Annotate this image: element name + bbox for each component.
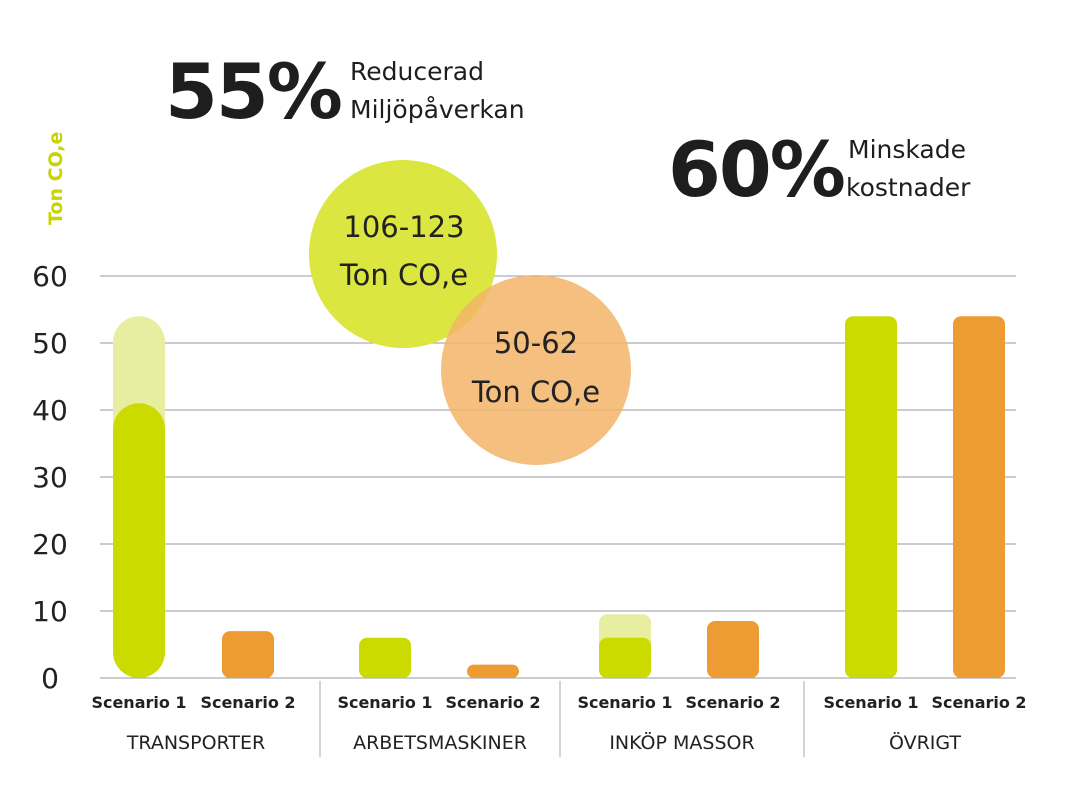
- y-tick-50: 50: [32, 327, 68, 360]
- scenario-label-ink-p-massor-1: Scenario 1: [577, 693, 672, 712]
- stat-cost-value: 60%: [668, 125, 844, 214]
- stat-reduction-value: 55%: [165, 47, 341, 136]
- scenario-label--vrigt-1: Scenario 1: [823, 693, 918, 712]
- category-label-3: INKÖP MASSOR: [609, 731, 754, 754]
- bar-arbetsmaskiner-1: [359, 637, 411, 678]
- bubble1-range: 106-123: [343, 210, 464, 244]
- category-label-1: TRANSPORTER: [126, 732, 265, 754]
- scenario-label-ink-p-massor-2: Scenario 2: [685, 693, 780, 712]
- stat-reduction-line2: Miljöpåverkan: [350, 95, 525, 124]
- scenario-label-arbetsmaskiner-2: Scenario 2: [445, 693, 540, 712]
- category-label-2: ARBETSMASKINER: [353, 732, 527, 754]
- scenario-label-arbetsmaskiner-1: Scenario 1: [337, 693, 432, 712]
- category-label-4: ÖVRIGT: [889, 731, 961, 754]
- bar--vrigt-2: [953, 316, 1005, 678]
- y-tick-30: 30: [32, 461, 68, 494]
- y-tick-0: 0: [41, 662, 59, 695]
- y-axis-label: Ton CO,e: [45, 132, 67, 225]
- bubble2-range: 50-62: [494, 326, 578, 360]
- bar-transporter-1: [113, 403, 165, 678]
- y-tick-40: 40: [32, 394, 68, 427]
- bubble-scenario-1: [309, 160, 497, 348]
- stat-cost-line1: Minskade: [848, 135, 966, 164]
- bubble1-unit: Ton CO,e: [339, 258, 468, 292]
- bar-ink-p-massor-1: [599, 637, 651, 678]
- bubble2-unit: Ton CO,e: [471, 375, 600, 409]
- bar--vrigt-1: [845, 316, 897, 678]
- bar-transporter-2: [222, 631, 274, 678]
- y-tick-10: 10: [32, 595, 68, 628]
- y-tick-60: 60: [32, 260, 68, 293]
- y-tick-20: 20: [32, 528, 68, 561]
- scenario-label-transporter-1: Scenario 1: [91, 693, 186, 712]
- bar-arbetsmaskiner-2: [467, 664, 519, 678]
- bars: [113, 316, 1005, 678]
- stat-cost-line2: kostnader: [846, 173, 971, 202]
- labels: 0 10 20 30 40 50 60 Scenario 1 Scenario 2 TRANSPO…: [32, 260, 1026, 754]
- scenario-label-transporter-2: Scenario 2: [200, 693, 295, 712]
- bar-ink-p-massor-2: [707, 621, 759, 678]
- scenario-label--vrigt-2: Scenario 2: [931, 693, 1026, 712]
- bubble-scenario-2: [441, 275, 631, 465]
- stat-reduction-line1: Reducerad: [350, 57, 484, 86]
